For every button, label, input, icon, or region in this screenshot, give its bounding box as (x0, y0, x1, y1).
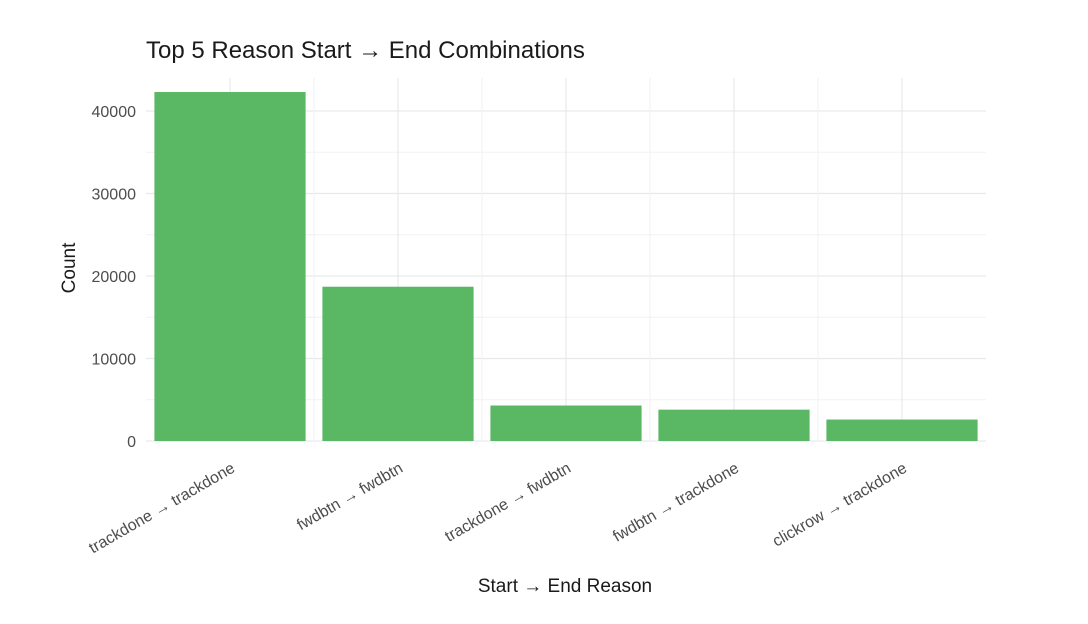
x-tick-label: trackdone → fwdbtn (442, 460, 574, 546)
y-tick-label: 30000 (92, 187, 137, 204)
bar (154, 92, 306, 442)
y-tick-label: 0 (127, 434, 136, 451)
bars (154, 92, 978, 442)
x-tick-label: fwdbtn → fwdbtn (294, 460, 406, 534)
x-tick-label: clickrow → trackdone (770, 460, 910, 551)
x-axis-ticks: trackdone → trackdone fwdbtn → fwdbtn trac… (86, 460, 910, 557)
x-tick-label: fwdbtn → trackdone (610, 460, 742, 546)
bar (826, 419, 978, 441)
chart-title: Top 5 Reason Start → End Combinations (146, 37, 585, 64)
y-tick-label: 40000 (92, 104, 137, 121)
x-tick-label: trackdone → trackdone (86, 460, 238, 557)
x-axis-title: Start → End Reason (478, 576, 652, 597)
y-tick-label: 10000 (92, 352, 137, 369)
bar (658, 409, 810, 441)
bar (322, 286, 474, 441)
bar (490, 405, 642, 441)
y-axis-ticks: 0 10000 20000 30000 40000 (92, 104, 137, 451)
y-tick-label: 20000 (92, 269, 137, 286)
y-axis-title: Count (59, 242, 80, 293)
